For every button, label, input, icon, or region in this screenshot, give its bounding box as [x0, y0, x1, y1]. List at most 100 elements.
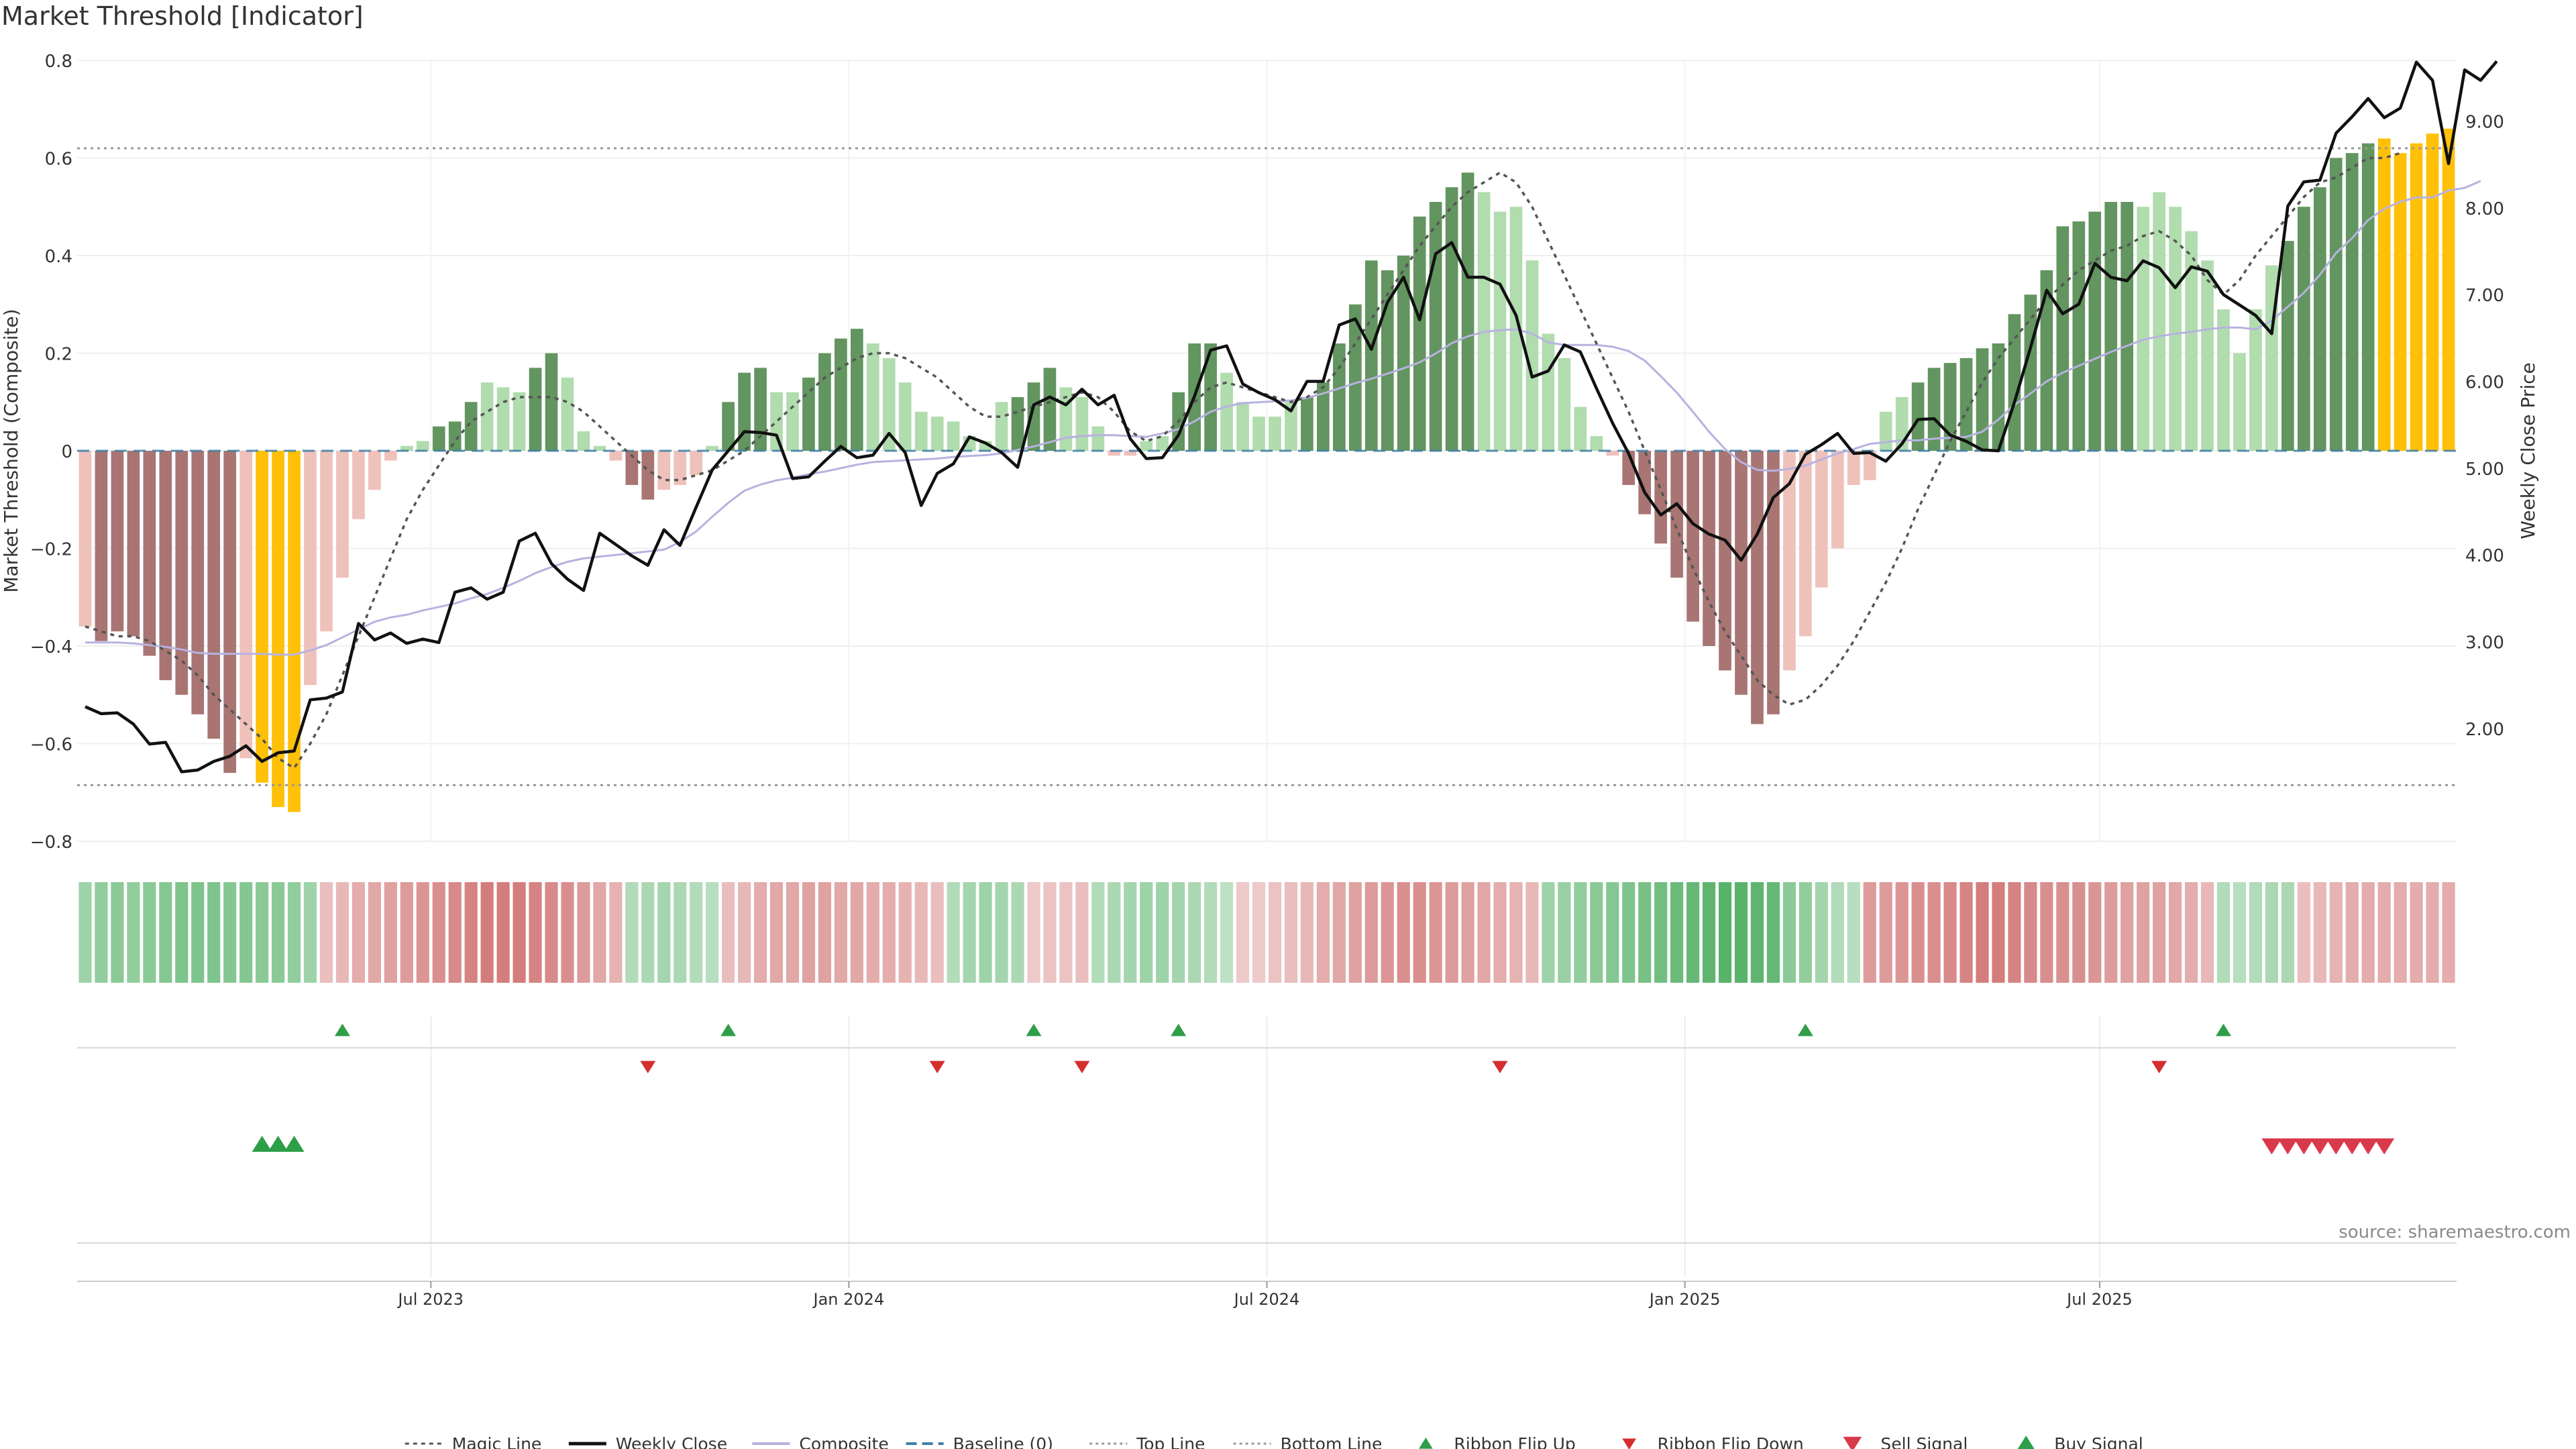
ribbon-cell — [1220, 882, 1234, 983]
x-tick-label: Jan 2024 — [812, 1290, 885, 1309]
sell-signal-marker — [2342, 1138, 2363, 1155]
composite-bar — [930, 417, 944, 451]
ribbon-cell — [2377, 882, 2391, 983]
ribbon-cell — [1622, 882, 1635, 983]
ribbon-cell — [1204, 882, 1218, 983]
composite-bar — [175, 451, 189, 695]
composite-bar — [432, 426, 445, 451]
ribbon-cell — [2088, 882, 2102, 983]
ribbon-cell — [979, 882, 992, 983]
composite-bar — [2394, 153, 2407, 451]
y-tick-label: −0.8 — [30, 833, 72, 853]
ribbon-flip-up-marker — [720, 1024, 737, 1036]
ribbon-cell — [1252, 882, 1266, 983]
composite-bar — [2442, 128, 2455, 451]
legend-label: Baseline (0) — [953, 1434, 1053, 1449]
ribbon-cell — [2169, 882, 2182, 983]
composite-bar — [1847, 451, 1860, 485]
composite-bar — [2072, 221, 2086, 451]
ribbon-cell — [2137, 882, 2150, 983]
composite-bar — [1493, 211, 1507, 451]
composite-bar — [2104, 201, 2118, 451]
ribbon-flip-down-marker — [1074, 1061, 1090, 1073]
x-tick-label: Jan 2025 — [1648, 1290, 1721, 1309]
composite-line — [85, 180, 2481, 656]
composite-bar — [1027, 382, 1040, 451]
ribbon-cell — [319, 882, 333, 983]
composite-bar — [625, 451, 639, 485]
ribbon-cell — [2281, 882, 2294, 983]
legend-swatch — [2017, 1436, 2035, 1449]
composite-bar — [2201, 260, 2214, 451]
ribbon-cell — [1188, 882, 1201, 983]
ribbon-cell — [352, 882, 365, 983]
ribbon-cell — [995, 882, 1008, 983]
y-tick-label: −0.2 — [30, 540, 72, 560]
ribbon-cell — [207, 882, 221, 983]
composite-bar — [593, 445, 606, 451]
composite-bar — [304, 451, 317, 686]
composite-bar — [1220, 372, 1233, 451]
ribbon-cell — [159, 882, 172, 983]
ribbon-cell — [335, 882, 350, 983]
ribbon-cell — [2361, 882, 2375, 983]
composite-bar — [706, 445, 719, 451]
composite-bar — [1364, 260, 1378, 451]
ribbon-cell — [2104, 882, 2118, 983]
composite-bar — [1558, 358, 1571, 451]
ribbon-cell — [2426, 882, 2439, 983]
composite-bar — [2233, 353, 2246, 451]
composite-bar — [1767, 451, 1780, 714]
magic-line — [85, 152, 2401, 770]
composite-bar — [2024, 294, 2037, 451]
ribbon-cell — [963, 882, 976, 983]
ribbon-flip-down-marker — [640, 1061, 656, 1073]
ribbon-cell — [2297, 882, 2310, 983]
composite-bar — [1735, 451, 1748, 695]
ribbon-flip-up-marker — [334, 1024, 350, 1036]
composite-bar — [2185, 231, 2198, 451]
composite-bar — [1140, 441, 1153, 451]
ribbon-cell — [1108, 882, 1121, 983]
ribbon-cell — [400, 882, 413, 983]
composite-bar — [384, 451, 397, 461]
ribbon-cell — [1542, 882, 1555, 983]
ribbon-cell — [898, 882, 912, 983]
ribbon-cell — [1381, 882, 1394, 983]
composite-bar — [1333, 343, 1346, 451]
composite-bar — [866, 343, 879, 451]
composite-bar — [1670, 451, 1683, 578]
composite-bar — [1751, 451, 1764, 724]
ribbon-cell — [1316, 882, 1330, 983]
composite-bar — [1879, 411, 1892, 451]
composite-bar — [1124, 451, 1137, 456]
composite-bar — [95, 451, 108, 641]
composite-bar — [1477, 192, 1491, 451]
composite-bar — [2282, 241, 2294, 451]
ribbon-cell — [1059, 882, 1073, 983]
ribbon-cell — [1156, 882, 1169, 983]
composite-bar — [1252, 417, 1265, 451]
ribbon-cell — [834, 882, 847, 983]
composite-bar — [223, 451, 237, 773]
composite-bar — [1011, 396, 1024, 451]
composite-bar — [2345, 153, 2359, 451]
sell-signal-marker — [2310, 1138, 2330, 1155]
source-note: source: sharemaestro.com — [2339, 1222, 2571, 1242]
ribbon-cell — [529, 882, 542, 983]
composite-bar — [191, 451, 205, 714]
ribbon-cell — [1027, 882, 1040, 983]
ribbon-cell — [641, 882, 655, 983]
ribbon-flip-up-marker — [2215, 1024, 2231, 1036]
composite-bar — [1783, 451, 1796, 671]
composite-bar — [545, 353, 558, 451]
legend-label: Composite — [799, 1434, 888, 1449]
composite-bar — [1108, 451, 1121, 456]
ribbon-cell — [1477, 882, 1491, 983]
composite-bar — [770, 392, 783, 451]
composite-bar — [2329, 158, 2343, 451]
sell-signal-marker — [2326, 1138, 2347, 1155]
ribbon-cell — [1124, 882, 1137, 983]
composite-bar — [1542, 333, 1555, 451]
